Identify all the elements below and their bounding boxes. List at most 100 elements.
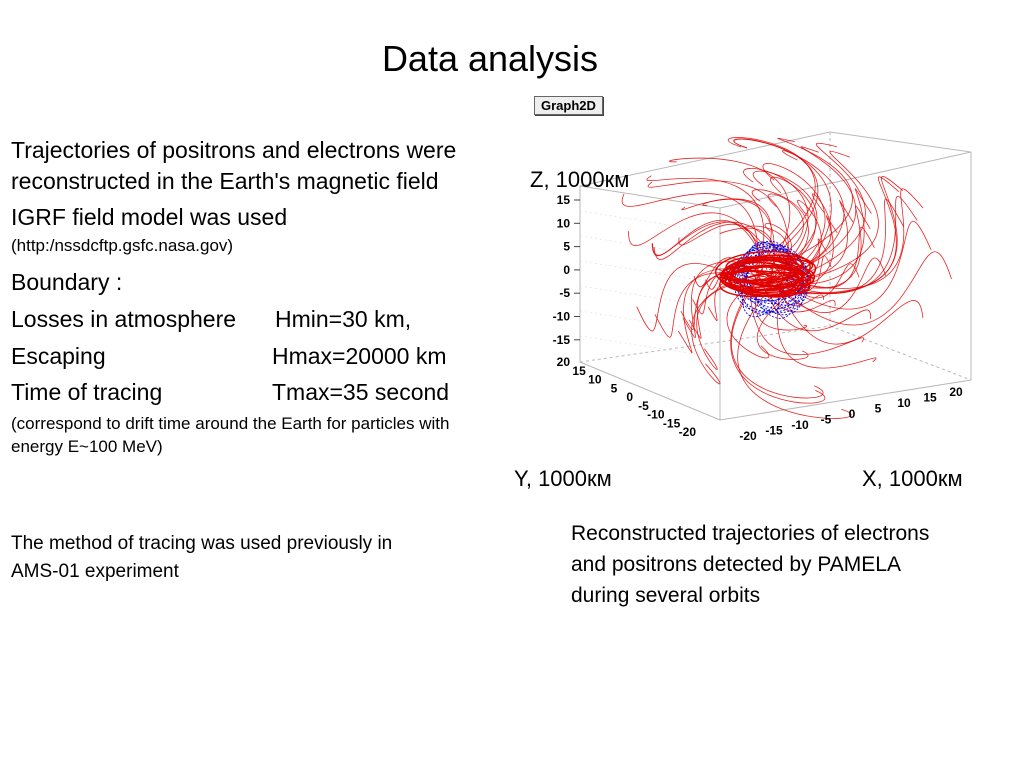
electron-trajectory — [789, 176, 900, 295]
electron-trajectory — [762, 163, 826, 284]
electron-trajectory — [726, 280, 770, 359]
positron-trajectory — [746, 249, 804, 309]
electron-trajectory — [778, 226, 875, 289]
electron-trajectory — [621, 193, 759, 269]
losses-label: Losses in atmosphere — [11, 306, 237, 332]
electron-trajectory — [777, 285, 924, 345]
electron-trajectory — [761, 251, 952, 326]
electron-trajectory — [749, 291, 865, 356]
electron-trajectory — [653, 221, 791, 267]
z-tick-label: 10 — [557, 216, 571, 230]
graph2d-badge: Graph2D — [534, 96, 603, 115]
electron-trajectory — [682, 261, 751, 338]
x-tick-label: -5 — [821, 413, 832, 427]
grid-line — [579, 235, 721, 259]
z-tick-label: -5 — [559, 286, 570, 300]
x-tick-label: 5 — [875, 402, 882, 416]
escaping-label: Escaping — [11, 343, 106, 369]
electron-trajectory — [767, 150, 845, 290]
electron-trajectory — [786, 150, 879, 285]
trajectory-figure: Graph2D 15 10 5 0 -5 -10 -15 20 15 10 5 0 -5 -10 -15-… — [530, 94, 1024, 462]
electron-trajectory — [681, 198, 775, 285]
y-tick-label: -20 — [679, 425, 697, 439]
drift-trajectory — [723, 255, 803, 284]
method-line: The method of tracing was used previousl… — [11, 533, 393, 554]
x-axis-label: X, 1000км — [862, 466, 963, 491]
electron-trajectory — [784, 205, 871, 289]
escaping-value: Hmax=20000 km — [272, 343, 447, 369]
electron-trajectory — [677, 268, 753, 354]
electron-trajectory — [737, 284, 852, 419]
method-line: AMS-01 experiment — [11, 561, 179, 582]
electron-trajectory — [696, 278, 770, 370]
grid-line — [579, 335, 721, 359]
electron-trajectory — [733, 138, 832, 294]
electron-trajectory — [769, 137, 853, 270]
z-tick-label: -15 — [553, 333, 571, 347]
time-label: Time of tracing — [11, 379, 163, 405]
electron-trajectory — [751, 189, 809, 278]
z-tick-label: 0 — [563, 263, 570, 277]
x-tick-label: 15 — [923, 391, 937, 405]
drift-trajectory — [721, 257, 804, 281]
electron-trajectory — [755, 266, 871, 332]
electron-trajectory — [628, 212, 777, 284]
plot-box — [579, 131, 972, 421]
electron-trajectory — [669, 157, 790, 270]
positron-trajectory — [741, 244, 791, 318]
y-tick-label: -15 — [663, 416, 681, 430]
drift-trajectory — [715, 250, 811, 288]
positron-trajectory — [743, 242, 805, 316]
electron-trajectory — [756, 293, 809, 360]
z-axis-label: Z, 1000км — [530, 167, 630, 192]
y-tick-label: 15 — [572, 364, 586, 378]
x-tick-label: 0 — [849, 407, 856, 421]
z-axis-ticks: 15 10 5 0 -5 -10 -15 — [553, 193, 580, 347]
grid-line — [579, 285, 721, 309]
electron-trajectory — [743, 168, 809, 287]
electron-trajectory — [727, 137, 816, 269]
electron-trajectory — [753, 264, 836, 313]
grid-line — [579, 310, 721, 334]
grid-line — [579, 260, 721, 284]
y-tick-label: -5 — [638, 399, 649, 413]
z-tick-label: 15 — [557, 193, 571, 207]
time-value: Tmax=35 second — [272, 379, 450, 405]
electron-trajectory — [777, 264, 877, 369]
electron-trajectory — [731, 277, 824, 399]
electron-core-trajectories — [715, 250, 817, 298]
x-tick-label: -20 — [739, 429, 757, 443]
electron-trajectory — [785, 176, 904, 294]
electron-trajectory — [776, 257, 887, 314]
z-tick-label: -10 — [553, 310, 571, 324]
y-tick-label: 5 — [611, 381, 618, 395]
page-title: Data analysis — [381, 38, 599, 79]
y-tick-label: 0 — [626, 390, 633, 404]
losses-value: Hmin=30 km, — [275, 306, 412, 332]
electron-trajectory — [691, 270, 775, 385]
text-line: reconstructed in the Earth's magnetic fi… — [11, 168, 439, 194]
electron-trajectory — [730, 270, 826, 404]
text-line: Trajectories of positrons and electrons … — [11, 137, 457, 163]
positron-trajectory — [733, 244, 805, 313]
electron-trajectory — [752, 170, 818, 272]
electron-trajectory — [764, 188, 924, 289]
text-line: Boundary : — [11, 269, 123, 295]
y-tick-label: -10 — [647, 408, 665, 422]
x-tick-label: 10 — [897, 396, 911, 410]
electron-trajectory — [702, 198, 772, 288]
caption-line: and positrons detected by PAMELA — [571, 553, 901, 576]
grid-line — [579, 210, 721, 234]
y-axis-label: Y, 1000км — [514, 466, 612, 491]
electron-trajectory — [776, 220, 932, 310]
caption-line: Reconstructed trajectories of electrons — [571, 522, 930, 545]
z-tick-label: 5 — [563, 240, 570, 254]
x-tick-label: 20 — [949, 385, 963, 399]
electron-trajectory — [755, 283, 807, 331]
note-line: (correspond to drift time around the Ear… — [11, 414, 450, 433]
note-line: energy E~100 MeV) — [11, 437, 163, 456]
text-line: (http:/nssdcftp.gsfc.nasa.gov) — [11, 236, 234, 255]
drift-trajectory — [719, 270, 811, 295]
text-line: IGRF field model was used — [11, 204, 288, 230]
